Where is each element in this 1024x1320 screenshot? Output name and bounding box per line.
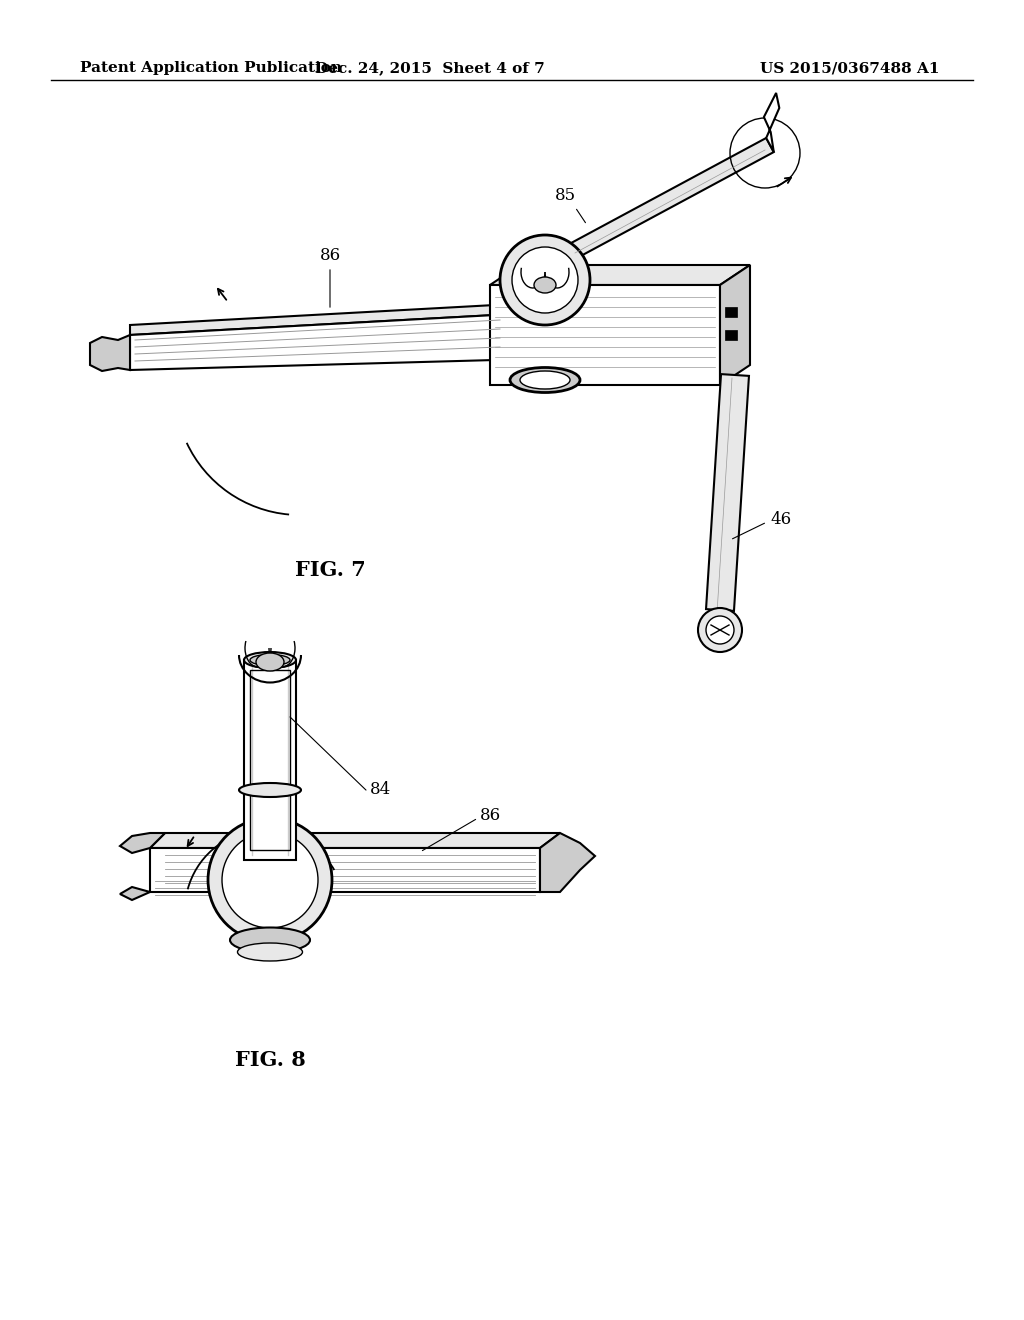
Bar [250, 671, 290, 850]
Ellipse shape [230, 928, 310, 953]
Polygon shape [490, 265, 750, 285]
Polygon shape [90, 335, 130, 371]
Ellipse shape [244, 652, 296, 668]
Ellipse shape [510, 367, 580, 392]
Ellipse shape [256, 653, 284, 671]
Text: Patent Application Publication: Patent Application Publication [80, 61, 342, 75]
Polygon shape [150, 833, 560, 847]
Bar [244, 660, 296, 861]
Circle shape [698, 609, 742, 652]
Text: 46: 46 [770, 511, 792, 528]
Polygon shape [540, 833, 595, 892]
Text: FIG. 8: FIG. 8 [234, 1049, 305, 1071]
Polygon shape [764, 92, 779, 152]
Bar [725, 308, 737, 317]
Ellipse shape [520, 371, 570, 389]
Polygon shape [720, 265, 750, 385]
Text: 86: 86 [319, 247, 341, 264]
Text: 85: 85 [554, 186, 575, 203]
Circle shape [222, 832, 318, 928]
Text: 84: 84 [370, 781, 391, 799]
Circle shape [208, 818, 332, 942]
Ellipse shape [250, 655, 290, 665]
Polygon shape [120, 887, 150, 900]
Circle shape [706, 616, 734, 644]
Bar [725, 330, 737, 341]
Polygon shape [130, 305, 495, 335]
Ellipse shape [534, 277, 556, 293]
Polygon shape [120, 833, 165, 853]
Ellipse shape [238, 942, 302, 961]
Text: Dec. 24, 2015  Sheet 4 of 7: Dec. 24, 2015 Sheet 4 of 7 [315, 61, 545, 75]
Text: US 2015/0367488 A1: US 2015/0367488 A1 [761, 61, 940, 75]
Polygon shape [706, 374, 749, 611]
Ellipse shape [239, 783, 301, 797]
Polygon shape [490, 285, 720, 385]
Polygon shape [571, 139, 774, 257]
Text: FIG. 7: FIG. 7 [295, 560, 366, 579]
Polygon shape [150, 847, 540, 892]
Circle shape [500, 235, 590, 325]
Circle shape [512, 247, 578, 313]
Text: 86: 86 [480, 807, 501, 824]
Polygon shape [130, 315, 495, 370]
